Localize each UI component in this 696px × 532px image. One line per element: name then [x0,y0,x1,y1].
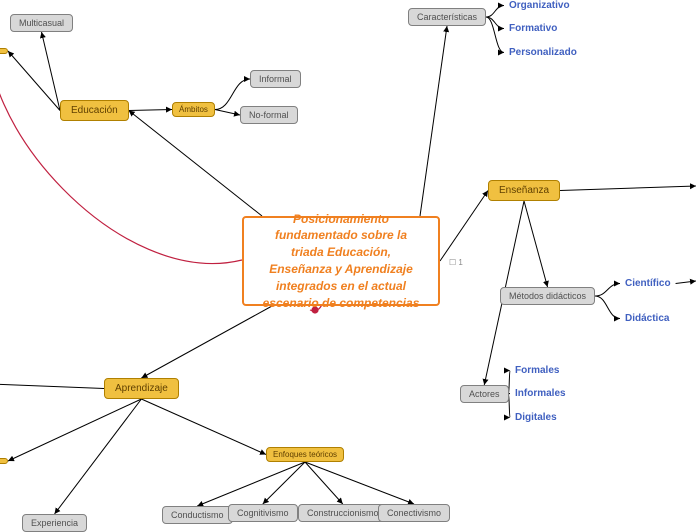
node-personalizado[interactable]: Personalizado [504,44,582,61]
node-construccionismo[interactable]: Construccionismo [298,504,388,522]
node-digitales[interactable]: Digitales [510,409,562,426]
node-didactica[interactable]: Didáctica [620,310,674,327]
node-conductismo[interactable]: Conductismo [162,506,233,524]
node-aprendizaje[interactable]: Aprendizaje [104,378,179,399]
node-actores[interactable]: Actores [460,385,509,403]
central-badge: ☐ 1 [449,258,463,267]
node-caracteristicas[interactable]: Características [408,8,486,26]
central-node[interactable]: Posicionamiento fundamentado sobre la tr… [242,216,440,306]
node-educacion[interactable]: Educación [60,100,129,121]
node-cientifico[interactable]: Científico [620,275,676,292]
node-noformal[interactable]: No-formal [240,106,298,124]
node-experiencia[interactable]: Experiencia [22,514,87,532]
node-multicasual[interactable]: Multicasual [10,14,73,32]
node-enfoques[interactable]: Enfoques teóricos [266,447,344,462]
node-informal[interactable]: Informal [250,70,301,88]
node-formales[interactable]: Formales [510,362,564,379]
node-informales[interactable]: Informales [510,385,571,402]
node-stub1[interactable] [0,458,8,464]
node-formativo[interactable]: Formativo [504,20,562,37]
node-stub2[interactable] [0,48,8,54]
node-cognitivismo[interactable]: Cognitivismo [228,504,298,522]
node-ambitos[interactable]: Ámbitos [172,102,215,117]
node-ensenanza[interactable]: Enseñanza [488,180,560,201]
node-metodos[interactable]: Métodos didácticos [500,287,595,305]
node-conectivismo[interactable]: Conectivismo [378,504,450,522]
node-organizativo[interactable]: Organizativo [504,0,575,14]
